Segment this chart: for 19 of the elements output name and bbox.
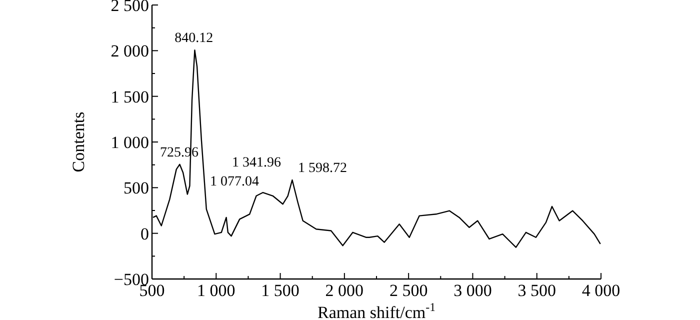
x-tick-label: 1 500	[261, 281, 300, 300]
x-tick-label: 1 000	[197, 281, 236, 300]
x-tick-label: 3 000	[454, 281, 492, 300]
y-tick-label: 2 500	[110, 0, 149, 15]
x-axis-title: Raman shift/cm$^{-1}$	[317, 300, 436, 320]
x-tick-label: 2 500	[389, 281, 428, 300]
annotation: 1 077.04	[210, 174, 260, 190]
annotation: 1 598.72	[298, 160, 347, 176]
annotation: 1 341.96	[232, 156, 282, 171]
x-tick-label: 4 000	[582, 281, 620, 300]
annotation: 840.12	[174, 31, 214, 46]
y-axis-title: Contents	[69, 112, 88, 172]
x-tick-label: 2 000	[325, 281, 364, 300]
y-tick-label: 1 500	[110, 87, 149, 106]
y-tick-label: 0	[140, 224, 149, 244]
y-tick-label: 1 000	[110, 132, 149, 152]
y-tick-label: 2 000	[110, 42, 149, 61]
y-tick-label: 500	[124, 178, 149, 198]
x-tick-label: 3 500	[518, 281, 556, 300]
